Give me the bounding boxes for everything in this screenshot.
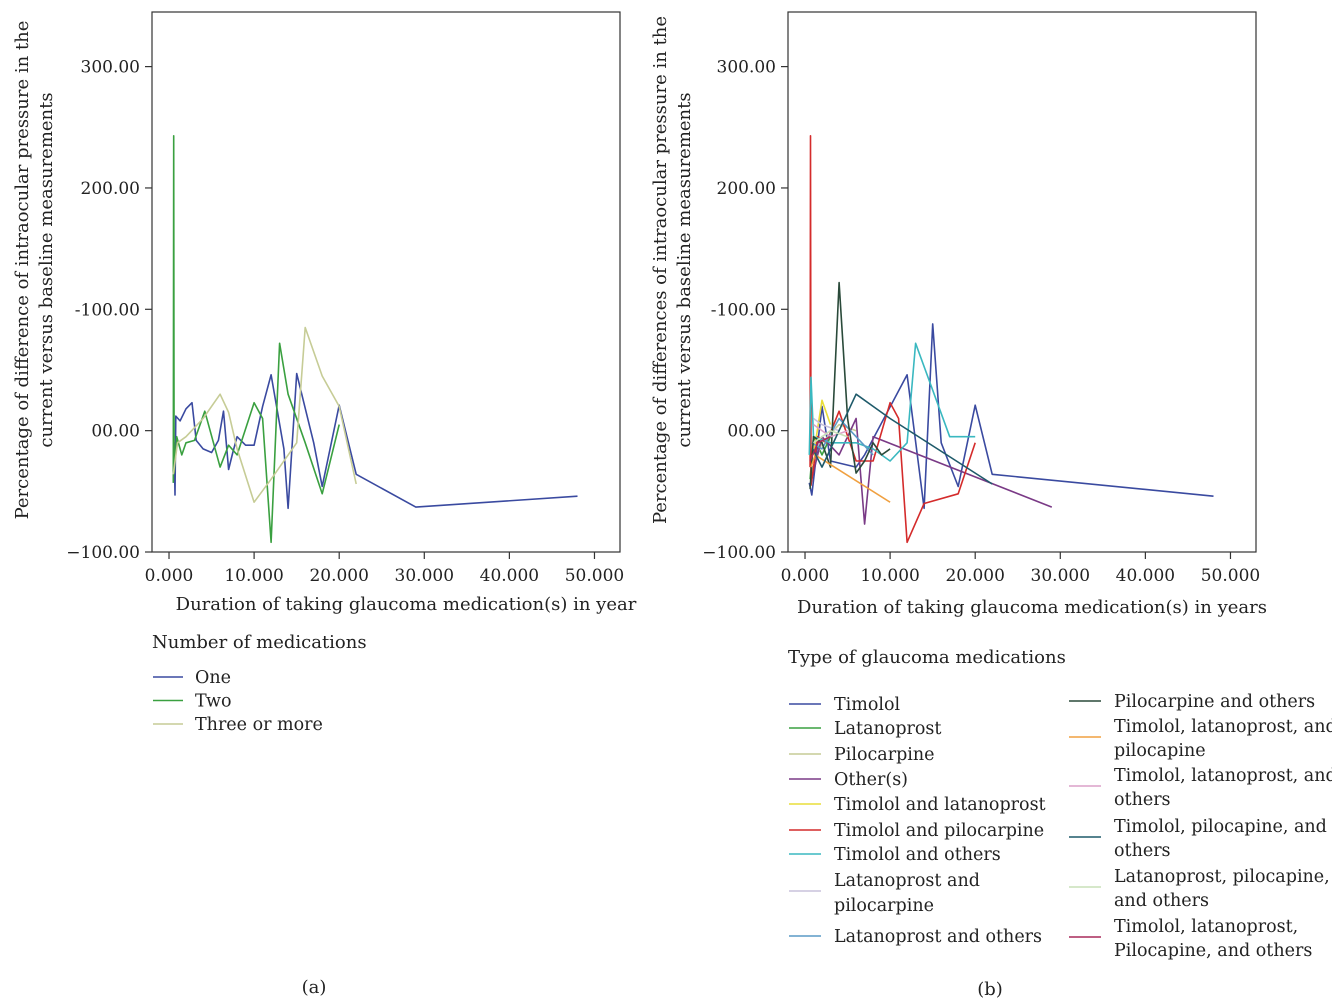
legend-item-label: Timolol and latanoprost bbox=[834, 795, 1046, 815]
x-tick-label: 40.000 bbox=[480, 566, 539, 586]
y-tick-label: 300.00 bbox=[81, 58, 140, 78]
series-line-one bbox=[172, 372, 578, 510]
x-tick-label: 30.000 bbox=[395, 566, 454, 586]
legend-item-label: Pilocarpine bbox=[834, 745, 935, 765]
plot-frame-a bbox=[151, 11, 621, 553]
series-line-latanoprost-pilocapine-and-others bbox=[813, 429, 848, 444]
legend-item-label: One bbox=[195, 668, 231, 688]
legend-item-label: Timolol, pilocapine, and bbox=[1114, 817, 1327, 837]
legend-item-label: Latanoprost bbox=[834, 719, 941, 739]
legend-item-label: others bbox=[1114, 790, 1171, 810]
legend-item-label: Timolol bbox=[834, 695, 901, 715]
y-axis-label: Percentage of differences of intraocular… bbox=[650, 16, 671, 524]
legend-item-label: Two bbox=[195, 692, 232, 712]
series-line-pilocarpine-and-others bbox=[809, 281, 891, 489]
series-line-timolol bbox=[808, 323, 1214, 510]
y-axis-label: current versus baseline measurements bbox=[674, 92, 695, 447]
x-tick-label: 0.000 bbox=[781, 566, 830, 586]
plot-frame-b bbox=[787, 11, 1257, 553]
x-tick-label: 20.000 bbox=[945, 566, 1004, 586]
legend-item-label: Latanoprost and others bbox=[834, 927, 1042, 947]
legend-item-label: Other(s) bbox=[834, 770, 908, 790]
series-line-three-or-more bbox=[172, 326, 357, 503]
series-group-b bbox=[808, 135, 1214, 544]
y-axis-label: current versus baseline measurements bbox=[36, 92, 57, 447]
y-tick-label: 00.00 bbox=[91, 422, 140, 442]
legend-item-label: Timolol, latanoprost, bbox=[1114, 917, 1298, 937]
series-group-a bbox=[172, 135, 578, 544]
legend-title: Type of glaucoma medications bbox=[788, 647, 1066, 668]
y-axis-label: Percentage of difference of intraocular … bbox=[12, 21, 33, 520]
x-tick-label: 10.000 bbox=[860, 566, 919, 586]
y-tick-label: 200.00 bbox=[81, 179, 140, 199]
x-axis-label: Duration of taking glaucoma medication(s… bbox=[797, 597, 1267, 618]
legend-item-label: Timolol, latanoprost, and bbox=[1114, 717, 1332, 737]
series-line-timolol-and-others bbox=[808, 342, 976, 462]
x-tick-label: 10.000 bbox=[224, 566, 283, 586]
legend-item-label: Latanoprost, pilocapine, bbox=[1114, 867, 1330, 887]
series-line-timolol-latanoprost-pilocapine-and-others bbox=[809, 435, 831, 462]
series-line-timolol-and-pilocarpine bbox=[809, 135, 976, 544]
y-tick-label: -100.00 bbox=[711, 300, 776, 320]
x-tick-label: 20.000 bbox=[309, 566, 368, 586]
legend-item-label: Pilocapine, and others bbox=[1114, 941, 1312, 961]
y-tick-label: −100.00 bbox=[66, 543, 140, 563]
series-line-timolol-latanoprost-and-pilocapine bbox=[810, 454, 891, 503]
legend-item-label: pilocarpine bbox=[834, 896, 934, 916]
panel-label: (a) bbox=[302, 977, 327, 998]
legend-item-label: and others bbox=[1114, 891, 1209, 911]
legend-item-label: pilocapine bbox=[1114, 741, 1206, 761]
legend-title: Number of medications bbox=[152, 632, 367, 653]
y-tick-label: 300.00 bbox=[717, 58, 776, 78]
legend-item-label: Pilocarpine and others bbox=[1114, 692, 1315, 712]
series-line-timolol-and-latanoprost bbox=[812, 399, 832, 456]
y-tick-label: -100.00 bbox=[75, 300, 140, 320]
y-tick-label: 00.00 bbox=[727, 422, 776, 442]
x-tick-label: 0.000 bbox=[145, 566, 194, 586]
panel-label: (b) bbox=[977, 979, 1003, 1000]
legend-item-label: Latanoprost and bbox=[834, 871, 980, 891]
legend-item-label: others bbox=[1114, 841, 1171, 861]
x-axis-label: Duration of taking glaucoma medication(s… bbox=[176, 594, 637, 615]
x-tick-label: 30.000 bbox=[1031, 566, 1090, 586]
legend-item-label: Timolol, latanoprost, and bbox=[1114, 766, 1332, 786]
legend-item-label: Timolol and pilocarpine bbox=[834, 821, 1044, 841]
legend-item-label: Three or more bbox=[195, 715, 323, 735]
x-tick-label: 50.000 bbox=[565, 566, 624, 586]
y-tick-label: 200.00 bbox=[717, 179, 776, 199]
series-line-two bbox=[172, 135, 340, 544]
y-tick-label: −100.00 bbox=[702, 543, 776, 563]
x-tick-label: 50.000 bbox=[1201, 566, 1260, 586]
legend-item-label: Timolol and others bbox=[834, 845, 1001, 865]
series-line-latanoprost-and-others bbox=[811, 417, 874, 456]
x-tick-label: 40.000 bbox=[1116, 566, 1175, 586]
series-line-timolol-pilocapine-and-others bbox=[811, 393, 993, 485]
